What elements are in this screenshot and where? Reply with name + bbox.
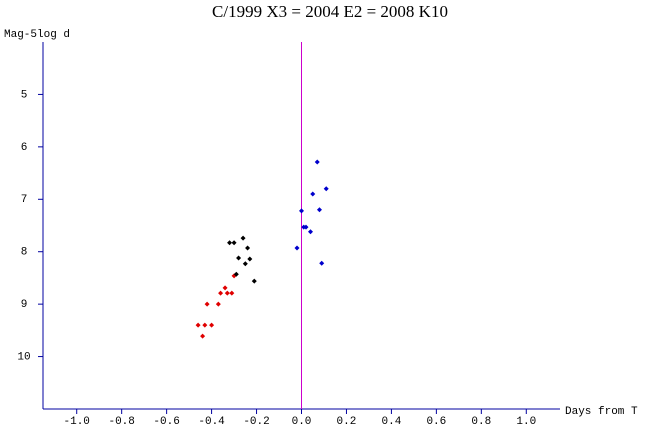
data-point [316, 207, 322, 213]
data-point [215, 301, 221, 307]
x-tick-label: 0.4 [382, 416, 402, 428]
data-point [294, 245, 300, 251]
data-point [204, 301, 210, 307]
data-point [224, 290, 230, 296]
data-point [218, 290, 224, 296]
data-point [200, 333, 206, 339]
data-point [247, 256, 253, 262]
x-tick-label: -0.2 [243, 416, 269, 428]
data-point [310, 191, 316, 197]
y-tick-label: 10 [17, 351, 30, 363]
y-tick-label: 5 [21, 89, 28, 101]
chart-title: C/1999 X3 = 2004 E2 = 2008 K10 [212, 2, 448, 21]
x-axis-label: Days from T [565, 406, 638, 418]
data-point [236, 255, 242, 261]
data-point [240, 235, 246, 241]
y-tick-label: 6 [21, 142, 28, 154]
data-point [229, 290, 235, 296]
x-tick-label: 0.2 [337, 416, 357, 428]
data-point [233, 271, 239, 277]
x-tick-label: 1.0 [516, 416, 536, 428]
x-tick-label: -0.4 [198, 416, 225, 428]
y-tick-label: 9 [21, 299, 28, 311]
x-tick-label: -0.6 [153, 416, 179, 428]
data-point [202, 322, 208, 328]
y-tick-label: 7 [21, 194, 28, 206]
data-point [251, 278, 257, 284]
y-axis-label: Mag-5log d [4, 29, 70, 41]
data-point [222, 285, 228, 291]
data-point [242, 261, 248, 267]
x-tick-label: 0.8 [471, 416, 491, 428]
x-tick-label: -1.0 [64, 416, 90, 428]
data-point [231, 240, 237, 246]
data-point [195, 322, 201, 328]
data-point [307, 229, 313, 235]
x-tick-label: 0.6 [426, 416, 446, 428]
x-tick-label: 0.0 [292, 416, 312, 428]
data-point [245, 245, 251, 251]
data-point [299, 208, 304, 214]
y-tick-label: 8 [21, 247, 28, 259]
data-point [314, 159, 320, 165]
data-point [227, 240, 233, 246]
data-point [303, 224, 309, 230]
data-point [319, 260, 325, 266]
x-tick-label: -0.8 [108, 416, 134, 428]
data-point [209, 322, 215, 328]
data-point [323, 186, 329, 192]
